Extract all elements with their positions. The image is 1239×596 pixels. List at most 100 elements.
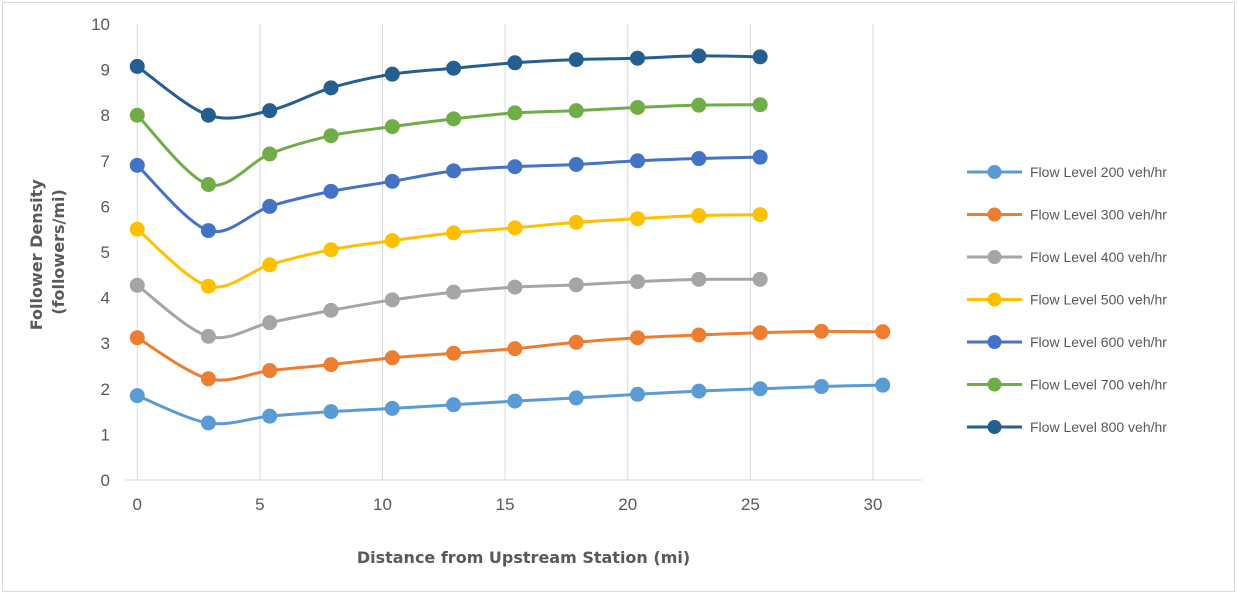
data-point xyxy=(568,334,584,350)
legend-marker xyxy=(987,420,1002,434)
x-tick-label: 10 xyxy=(373,495,392,514)
data-point xyxy=(446,225,462,241)
legend-marker xyxy=(987,335,1002,349)
data-point xyxy=(630,50,646,66)
y-tick-label: 7 xyxy=(101,152,110,171)
data-point xyxy=(262,363,278,379)
x-tick-label: 15 xyxy=(496,495,515,514)
x-tick-label: 25 xyxy=(741,495,760,514)
series-2 xyxy=(129,323,891,387)
data-point xyxy=(200,107,216,123)
y-tick-label: 2 xyxy=(101,380,110,399)
y-axis-title-line-2: (followers/mi) xyxy=(49,189,68,315)
data-point xyxy=(446,163,462,179)
data-point xyxy=(446,284,462,300)
data-point xyxy=(446,60,462,76)
legend-label: Flow Level 700 veh/hr xyxy=(1030,377,1167,393)
legend-item: Flow Level 300 veh/hr xyxy=(967,207,1167,223)
legend-item: Flow Level 700 veh/hr xyxy=(967,377,1167,393)
y-tick-label: 9 xyxy=(101,61,110,80)
data-point xyxy=(507,279,523,295)
data-point xyxy=(262,408,278,424)
x-tick-label: 5 xyxy=(255,495,264,514)
data-point xyxy=(129,221,145,237)
tick-labels: 0 5 10 15 20 25 30 0 1 2 3 4 5 6 7 8 9 10 xyxy=(91,15,882,514)
data-point xyxy=(384,233,400,249)
data-point xyxy=(262,146,278,162)
x-axis-title: Distance from Upstream Station (mi) xyxy=(357,548,690,567)
series-5 xyxy=(129,149,768,239)
series-line xyxy=(135,329,885,382)
data-point xyxy=(691,383,707,399)
legend-item: Flow Level 500 veh/hr xyxy=(967,292,1167,308)
data-point xyxy=(813,379,829,395)
legend-label: Flow Level 200 veh/hr xyxy=(1030,164,1167,180)
y-tick-label: 0 xyxy=(101,471,110,490)
data-point xyxy=(200,371,216,387)
data-point xyxy=(384,173,400,189)
x-tick-label: 20 xyxy=(618,495,637,514)
series-4 xyxy=(129,207,768,294)
legend-label: Flow Level 500 veh/hr xyxy=(1030,292,1167,308)
y-tick-label: 10 xyxy=(91,15,110,34)
data-point xyxy=(446,397,462,413)
data-point xyxy=(568,156,584,172)
data-point xyxy=(752,207,768,223)
data-point xyxy=(752,271,768,287)
legend: Flow Level 200 veh/hr Flow Level 300 veh/… xyxy=(967,164,1167,435)
data-point xyxy=(262,257,278,273)
legend-marker xyxy=(987,165,1002,179)
data-point xyxy=(200,278,216,294)
legend-marker xyxy=(987,292,1002,307)
data-point xyxy=(129,388,145,404)
data-point xyxy=(200,328,216,344)
legend-marker xyxy=(987,207,1002,222)
data-point xyxy=(323,302,339,318)
data-point xyxy=(568,277,584,293)
y-tick-label: 1 xyxy=(101,425,110,444)
data-point xyxy=(384,292,400,308)
y-axis-title-line-1: Follower Density xyxy=(27,179,46,331)
data-point xyxy=(875,324,891,340)
data-point xyxy=(384,119,400,135)
data-point xyxy=(813,323,829,339)
data-point xyxy=(568,390,584,406)
data-point xyxy=(323,128,339,144)
y-tick-label: 3 xyxy=(101,334,110,353)
legend-label: Flow Level 400 veh/hr xyxy=(1030,249,1167,265)
data-point xyxy=(323,242,339,258)
legend-label: Flow Level 800 veh/hr xyxy=(1030,419,1167,435)
grid-lines xyxy=(136,24,874,480)
data-point xyxy=(507,159,523,175)
data-point xyxy=(323,80,339,96)
series-7 xyxy=(129,48,768,123)
data-point xyxy=(323,183,339,199)
data-point xyxy=(630,274,646,290)
data-point xyxy=(691,271,707,287)
legend-marker xyxy=(987,377,1002,392)
x-tick-label: 30 xyxy=(863,495,882,514)
data-point xyxy=(323,357,339,373)
data-point xyxy=(129,277,145,293)
series-group xyxy=(129,48,891,431)
data-point xyxy=(630,99,646,115)
data-point xyxy=(507,220,523,236)
series-1 xyxy=(129,377,891,431)
data-point xyxy=(568,52,584,68)
data-point xyxy=(691,208,707,224)
y-tick-label: 6 xyxy=(101,197,110,216)
legend-item: Flow Level 800 veh/hr xyxy=(967,419,1167,435)
data-point xyxy=(129,330,145,346)
data-point xyxy=(568,103,584,119)
data-point xyxy=(630,386,646,402)
x-tick-label: 0 xyxy=(133,495,142,514)
data-point xyxy=(507,341,523,357)
data-point xyxy=(262,198,278,214)
y-axis-title: Follower Density (followers/mi) xyxy=(27,174,68,331)
legend-item: Flow Level 400 veh/hr xyxy=(967,249,1167,265)
series-line xyxy=(135,213,762,289)
data-point xyxy=(129,58,145,74)
